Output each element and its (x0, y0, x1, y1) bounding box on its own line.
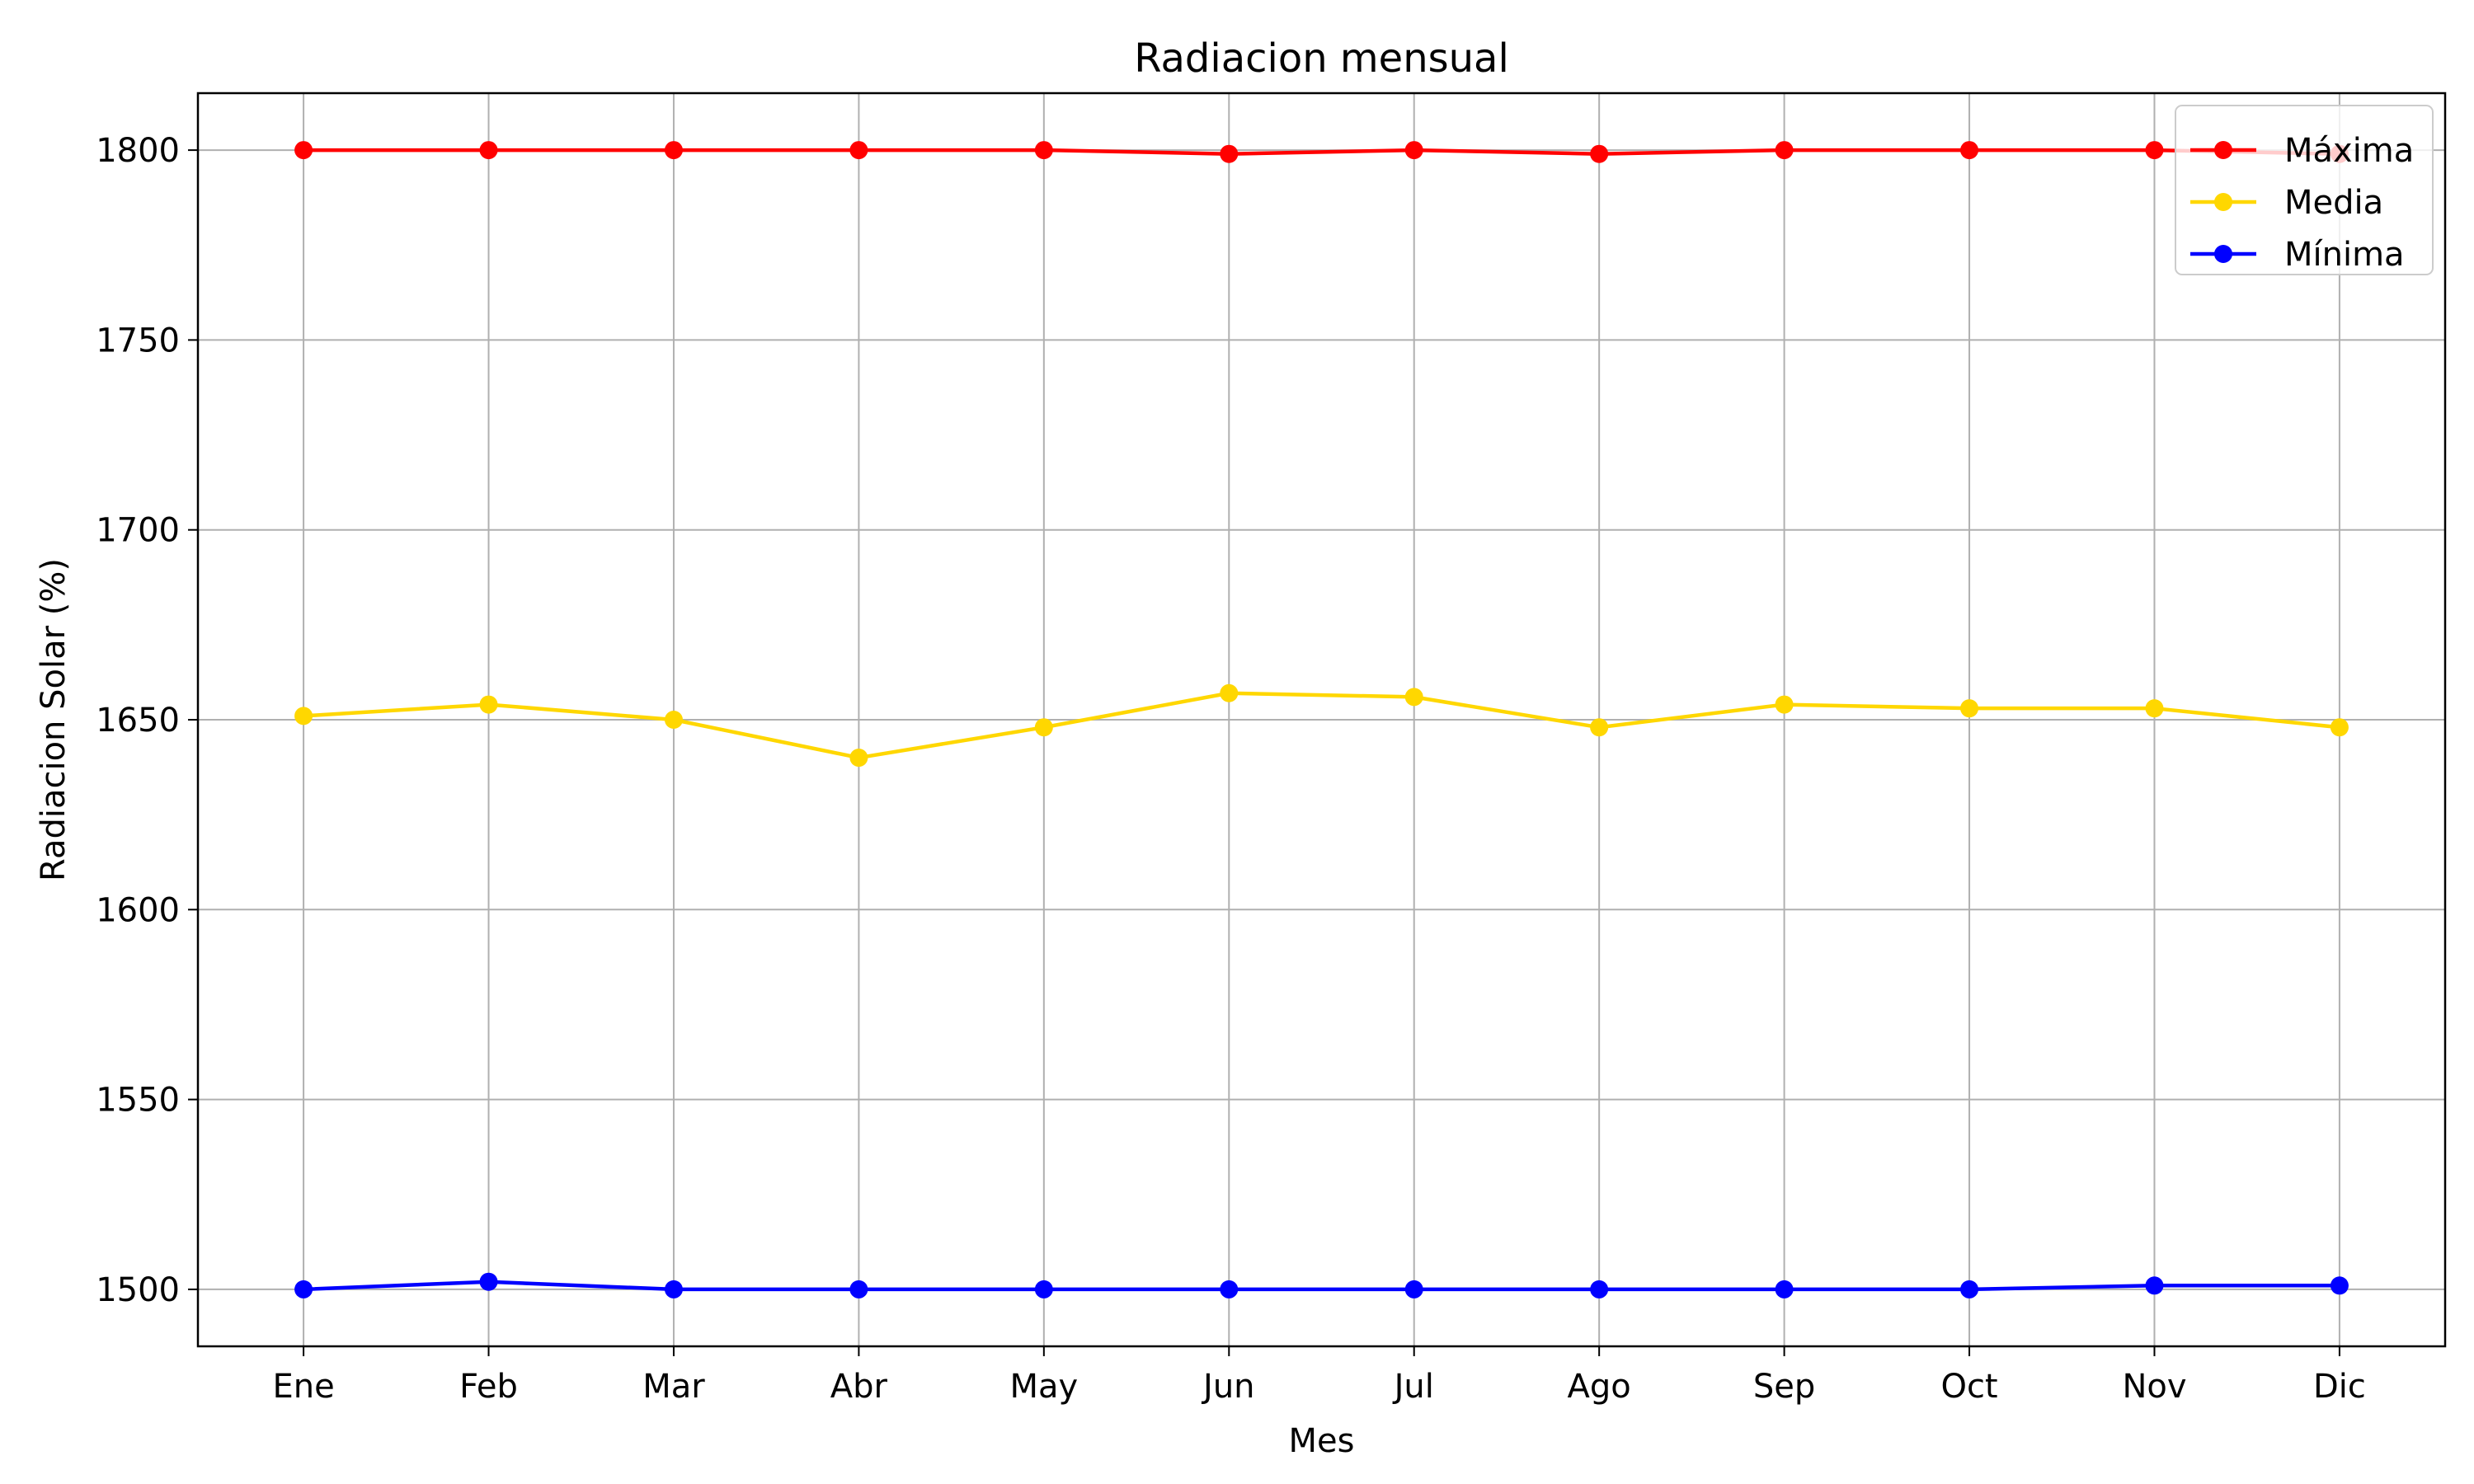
data-point (1220, 1280, 1239, 1298)
grid (198, 93, 2445, 1346)
data-point (1775, 695, 1794, 714)
data-point (1034, 718, 1053, 737)
data-point (1220, 683, 1239, 702)
data-point (664, 711, 683, 729)
y-tick-label: 1650 (96, 702, 180, 740)
y-tick-label: 1800 (96, 132, 180, 170)
data-point (294, 707, 313, 726)
data-point (2330, 718, 2349, 737)
y-axis-title: Radiacion Solar (%) (35, 558, 73, 881)
data-point (1960, 141, 1979, 160)
data-point (479, 695, 498, 714)
x-tick-label: Abr (830, 1368, 888, 1406)
data-point (1590, 1280, 1609, 1298)
chart-title: Radiacion mensual (1134, 35, 1509, 82)
data-point (849, 1280, 868, 1298)
y-tick-label: 1750 (96, 322, 180, 359)
x-tick-label: Jul (1392, 1368, 1434, 1406)
series-minima (294, 1272, 2349, 1298)
data-point (1034, 141, 1053, 160)
x-tick-label: Nov (2122, 1368, 2186, 1406)
legend-label: Media (2284, 184, 2383, 222)
data-point (1775, 141, 1794, 160)
data-point (1404, 141, 1423, 160)
series-line (303, 1280, 2340, 1292)
x-tick-label: Feb (459, 1368, 518, 1406)
data-point (479, 141, 498, 160)
data-point (2330, 1276, 2349, 1295)
legend-item: Máxima (2190, 132, 2414, 170)
legend-item: Mínima (2190, 236, 2405, 274)
legend-marker (2214, 245, 2232, 263)
data-point (1590, 144, 1609, 163)
series-line (303, 691, 2340, 760)
x-tick-label: Jun (1201, 1368, 1255, 1406)
data-point (1960, 699, 1979, 718)
data-point (1960, 1280, 1979, 1298)
y-tick-label: 1600 (96, 891, 180, 929)
data-point (1590, 718, 1609, 737)
y-tick-label: 1500 (96, 1271, 180, 1309)
data-point (664, 1280, 683, 1298)
data-point (2145, 141, 2164, 160)
data-point (479, 1272, 498, 1291)
x-axis-title: Mes (1289, 1422, 1355, 1460)
legend: Máxima Media Mínima (2175, 105, 2434, 275)
data-point (2145, 699, 2164, 718)
legend-marker (2214, 193, 2232, 211)
data-point (849, 749, 868, 768)
x-tick-label: Ene (272, 1368, 334, 1406)
data-point (849, 141, 868, 160)
y-tick-label: 1550 (96, 1082, 180, 1120)
series-media (294, 683, 2349, 768)
legend-box (2175, 105, 2434, 275)
ticks: Ene Feb Mar Abr May Jun Jul Ago Sep Oct Nov Dic 1500… (96, 132, 2366, 1406)
legend-marker (2214, 141, 2232, 159)
data-point (664, 141, 683, 160)
data-point (2145, 1276, 2164, 1295)
x-tick-label: Ago (1568, 1368, 1631, 1406)
data-point (1404, 688, 1423, 707)
x-tick-label: Mar (642, 1368, 705, 1406)
data-point (1404, 1280, 1423, 1298)
legend-label: Mínima (2284, 236, 2405, 274)
x-tick-label: Dic (2313, 1368, 2366, 1406)
data-point (294, 1280, 313, 1298)
data-point (1034, 1280, 1053, 1298)
x-tick-label: May (1009, 1368, 1078, 1406)
x-tick-label: Oct (1940, 1368, 1997, 1406)
x-tick-label: Sep (1753, 1368, 1815, 1406)
data-point (294, 141, 313, 160)
series-line (303, 148, 2340, 156)
series-maxima (294, 141, 2349, 163)
data-point (1220, 144, 1239, 163)
y-tick-label: 1700 (96, 512, 180, 550)
legend-label: Máxima (2284, 132, 2414, 170)
data-point (1775, 1280, 1794, 1298)
legend-item: Media (2190, 184, 2383, 222)
